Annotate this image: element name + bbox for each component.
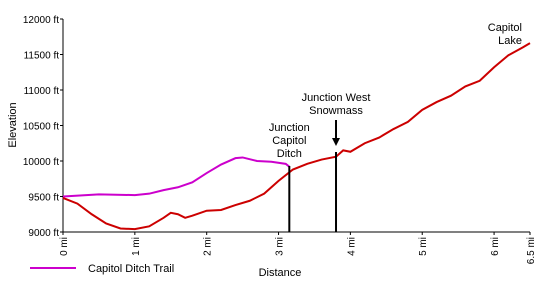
y-tick-label: 11000 ft: [24, 86, 60, 97]
annotation: Capitol: [272, 135, 306, 147]
x-tick-label: 2 mi: [203, 237, 214, 256]
x-tick-label: 6.5 mi: [526, 237, 537, 264]
y-tick-label: 9000 ft: [28, 228, 59, 239]
annotation: Junction West: [302, 92, 371, 104]
x-tick-label: 1 mi: [131, 237, 142, 256]
annotation: Capitol: [488, 22, 522, 34]
x-tick-label: 4 mi: [346, 237, 357, 256]
annotation: Junction: [269, 122, 310, 134]
y-tick-label: 12000 ft: [23, 15, 59, 26]
y-tick-label: 9500 ft: [28, 193, 59, 204]
x-tick-label: 3 mi: [275, 237, 286, 256]
line-series: [62, 156, 290, 198]
legend-label: Capitol Ditch Trail: [88, 263, 174, 275]
y-tick-label: 10000 ft: [23, 157, 59, 168]
y-tick-label: 10500 ft: [23, 122, 59, 133]
x-tick-label: 0 mi: [59, 237, 70, 256]
line-series: [62, 42, 531, 231]
annotation: Lake: [498, 35, 522, 47]
x-axis-title: Distance: [259, 267, 302, 279]
x-tick-label: 5 mi: [418, 237, 429, 256]
x-tick-label: 6 mi: [490, 237, 501, 256]
y-axis-title: Elevation: [7, 102, 19, 147]
annotation: Snowmass: [309, 105, 363, 117]
y-tick-label: 11500 ft: [24, 51, 60, 62]
annotation: Ditch: [277, 148, 302, 160]
annotation-arrowhead: [332, 138, 341, 146]
